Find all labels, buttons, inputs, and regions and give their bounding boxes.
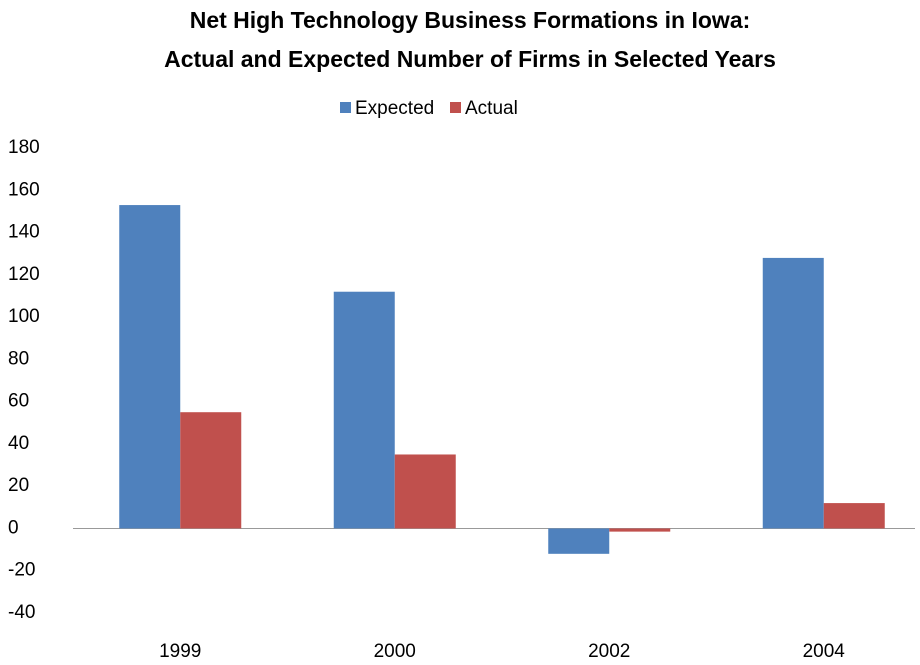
bar [762,257,824,529]
y-tick-label: 160 [8,179,40,200]
x-tick-label: 2004 [803,641,846,662]
x-tick-label: 2002 [588,641,630,662]
chart-title: Net High Technology Business Formations … [190,7,751,33]
y-tick-label: 60 [8,391,29,412]
y-tick-label: -40 [8,602,35,623]
legend-label: Expected [355,98,434,119]
y-tick-label: 40 [8,433,29,454]
bar [394,454,456,529]
legend-swatch [340,102,351,113]
y-tick-label: -20 [8,560,35,581]
y-tick-label: 120 [8,264,40,285]
bar [333,291,395,529]
y-tick-label: 0 [8,517,19,538]
x-tick-label: 1999 [159,641,201,662]
y-tick-label: 80 [8,348,29,369]
y-tick-label: 180 [8,137,40,158]
bar [548,528,610,554]
bar [180,412,242,529]
x-tick-label: 2000 [374,641,416,662]
legend-swatch [450,102,461,113]
y-tick-label: 100 [8,306,40,327]
bar [609,528,671,532]
y-tick-label: 140 [8,222,40,243]
y-tick-label: 20 [8,475,29,496]
bar [119,205,181,529]
chart-title: Actual and Expected Number of Firms in S… [164,46,776,72]
bar [823,503,885,529]
legend-label: Actual [465,98,518,119]
